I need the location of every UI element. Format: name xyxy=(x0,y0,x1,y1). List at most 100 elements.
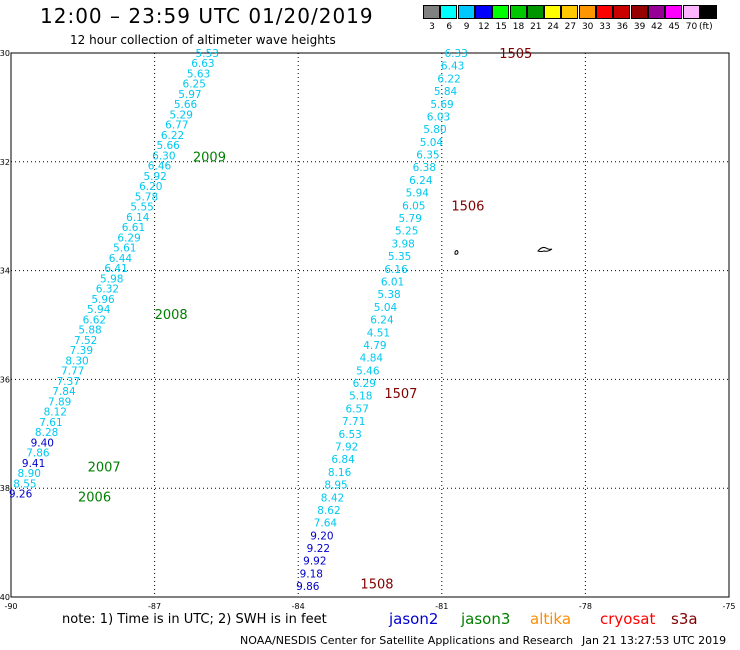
wave-height-value: 4.79 xyxy=(363,340,386,352)
wave-height-value: 5.79 xyxy=(399,213,422,225)
latitude-tick-label: -40 xyxy=(0,593,10,602)
pass-number-label: 2008 xyxy=(155,308,188,323)
colorbar-label: 33 xyxy=(599,22,611,32)
wave-height-value: 7.86 xyxy=(26,448,50,460)
wave-height-value: 8.12 xyxy=(44,407,67,419)
wave-height-value: 5.25 xyxy=(395,226,418,238)
wave-height-value: 5.98 xyxy=(100,273,123,285)
wave-height-value: 6.77 xyxy=(165,120,188,132)
wave-height-value: 5.94 xyxy=(406,188,430,200)
wave-height-value: 6.61 xyxy=(122,222,145,234)
wave-height-value: 5.97 xyxy=(178,89,201,101)
wave-height-value: 7.92 xyxy=(335,441,358,453)
wave-height-value: 5.69 xyxy=(430,99,453,111)
wave-height-value: 5.92 xyxy=(143,171,166,183)
wave-height-value: 6.46 xyxy=(148,161,172,173)
latitude-tick-label: -32 xyxy=(0,158,10,167)
wave-height-value: 6.44 xyxy=(109,253,133,265)
wave-height-value: 5.94 xyxy=(87,304,111,316)
wave-height-value: 5.55 xyxy=(130,202,153,214)
wave-height-value: 5.80 xyxy=(423,124,446,136)
wave-height-value: 8.16 xyxy=(328,467,352,479)
wave-height-value: 9.92 xyxy=(303,556,326,568)
wave-height-value: 6.84 xyxy=(331,454,355,466)
wave-height-value: 6.33 xyxy=(444,48,467,60)
colorbar-swatch xyxy=(457,5,475,19)
colorbar-label: 9 xyxy=(463,22,470,32)
wave-height-value: 4.51 xyxy=(367,327,390,339)
wave-height-value: 8.55 xyxy=(13,478,36,490)
wave-height-value: 6.43 xyxy=(441,61,464,73)
legend-entry-jason3: jason3 xyxy=(461,610,511,628)
pass-number-label: 2006 xyxy=(78,490,111,505)
wave-height-value: 5.84 xyxy=(434,86,458,98)
colorbar-swatch xyxy=(526,5,544,19)
colorbar-label: 24 xyxy=(547,22,559,32)
wave-height-value: 5.29 xyxy=(170,109,193,121)
wave-height-value: 5.63 xyxy=(187,68,210,80)
longitude-tick-label: -84 xyxy=(292,602,305,611)
wave-height-value: 6.24 xyxy=(409,175,433,187)
colorbar-label: 45 xyxy=(668,22,680,32)
wave-height-value: 6.35 xyxy=(416,150,439,162)
wave-height-value: 6.30 xyxy=(152,150,175,162)
longitude-tick-label: -87 xyxy=(148,602,161,611)
colorbar-swatch xyxy=(423,5,440,19)
map-title: 12:00 – 23:59 UTC 01/20/2019 xyxy=(40,4,374,28)
longitude-tick-label: -81 xyxy=(435,602,448,611)
latitude-tick-label: -38 xyxy=(0,484,10,493)
island-outline xyxy=(454,250,459,255)
wave-height-value: 5.53 xyxy=(196,48,219,60)
colorbar-unit: (ft) xyxy=(699,22,713,32)
colorbar-label: 18 xyxy=(512,22,525,32)
wave-height-value: 8.95 xyxy=(324,480,347,492)
wave-height-value: 6.01 xyxy=(381,276,404,288)
colorbar-swatch xyxy=(613,5,631,19)
wave-height-value: 6.05 xyxy=(402,200,425,212)
colorbar-swatch xyxy=(544,5,562,19)
wave-height-value: 9.26 xyxy=(9,489,33,501)
colorbar-swatch xyxy=(682,5,700,19)
wave-height-value: 6.57 xyxy=(346,403,369,415)
colorbar-swatch xyxy=(578,5,596,19)
wave-height-value: 8.62 xyxy=(317,505,340,517)
wave-height-value: 7.71 xyxy=(342,416,365,428)
colorbar-swatch xyxy=(699,5,717,19)
colorbar-label: 6 xyxy=(446,22,453,32)
wave-height-value: 5.38 xyxy=(377,289,400,301)
colorbar-swatch xyxy=(509,5,527,19)
wave-height-value: 8.28 xyxy=(35,427,58,439)
wave-height-value: 5.04 xyxy=(374,302,398,314)
latitude-tick-label: -36 xyxy=(0,375,10,384)
latitude-tick-label: -30 xyxy=(0,49,10,58)
latitude-tick-label: -34 xyxy=(0,267,10,276)
wave-height-value: 7.61 xyxy=(39,417,62,429)
footer-note: note: 1) Time is in UTC; 2) SWH is in fe… xyxy=(62,612,327,627)
footer-credit: NOAA/NESDIS Center for Satellite Applica… xyxy=(240,634,574,647)
wave-height-value: 9.18 xyxy=(300,568,323,580)
wave-height-value: 6.32 xyxy=(96,284,119,296)
pass-number-label: 1508 xyxy=(360,577,393,592)
colorbar-label: 3 xyxy=(429,22,435,32)
wave-height-value: 6.38 xyxy=(413,162,436,174)
colorbar-label: 30 xyxy=(581,22,594,32)
wave-height-value: 6.24 xyxy=(370,315,394,327)
wave-height-value: 6.03 xyxy=(427,111,450,123)
wave-height-value: 5.61 xyxy=(113,243,136,255)
wave-height-value: 5.66 xyxy=(174,99,198,111)
wave-height-value: 7.37 xyxy=(57,376,80,388)
colorbar-swatch xyxy=(440,5,458,19)
legend-entry-jason2: jason2 xyxy=(389,610,439,628)
colorbar-swatch xyxy=(647,5,665,19)
wave-height-value: 6.20 xyxy=(139,181,162,193)
island-outline xyxy=(537,246,553,252)
wave-height-value: 6.22 xyxy=(437,73,460,85)
wave-height-value: 6.62 xyxy=(83,314,106,326)
colorbar-label: 36 xyxy=(616,22,629,32)
colorbar-swatch xyxy=(630,5,648,19)
colorbar-label: 39 xyxy=(633,22,646,32)
wave-height-value: 5.78 xyxy=(135,191,158,203)
wave-height-value: 7.52 xyxy=(74,335,97,347)
footer-timestamp: Jan 21 13:27:53 UTC 2019 xyxy=(582,634,727,647)
wave-height-value: 6.63 xyxy=(191,58,214,70)
